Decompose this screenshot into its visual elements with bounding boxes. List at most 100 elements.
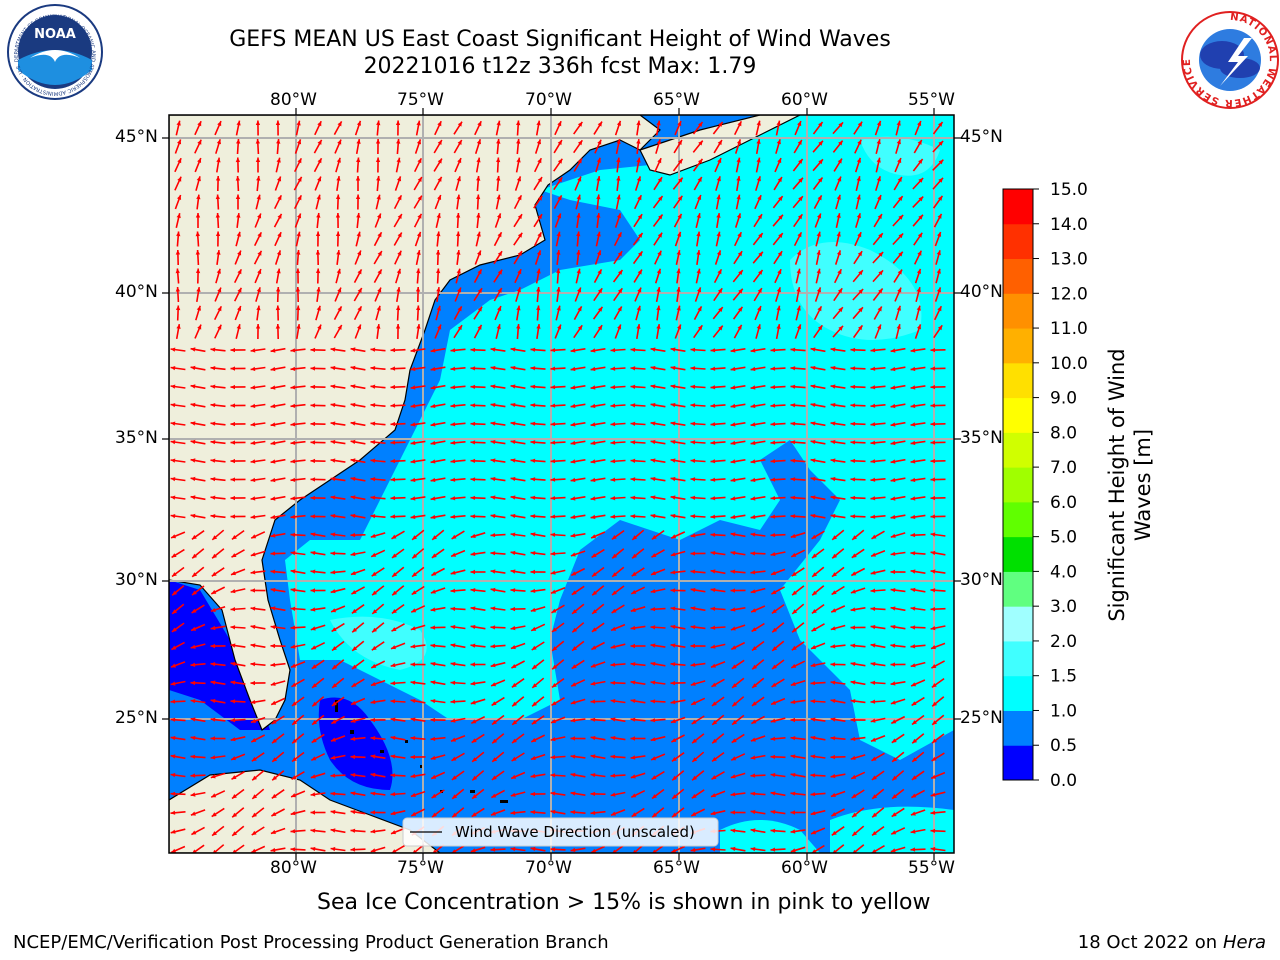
wind-arrow-head [816, 231, 821, 237]
wind-arrow-head [470, 458, 476, 463]
wind-arrow-head [315, 231, 321, 236]
wind-arrow-head [250, 422, 256, 427]
wind-arrow-head [230, 643, 236, 648]
wind-arrow-head [770, 552, 776, 557]
wind-arrow-head [570, 366, 576, 372]
wind-arrow-head [631, 793, 637, 798]
wind-arrow-head [557, 121, 562, 127]
wind-arrow-head [930, 792, 936, 797]
wind-arrow-head [270, 514, 276, 520]
wind-arrow-head [452, 794, 458, 799]
wind-arrow-head [195, 231, 200, 237]
wind-arrow-head [850, 495, 856, 500]
wind-arrow-head [236, 231, 241, 237]
wind-arrow-head [170, 810, 176, 815]
wind-arrow-head [910, 496, 916, 501]
wind-arrow-head [930, 846, 936, 852]
wind-arrow-head [411, 590, 417, 595]
wind-arrow-head [450, 459, 456, 464]
wind-arrow-head [391, 534, 397, 539]
wind-arrow-head [716, 231, 721, 237]
wind-arrow-head [572, 609, 577, 614]
chart-subtitle: 20221016 t12z 336h fcst Max: 1.79 [363, 54, 757, 79]
wind-arrow-head [616, 213, 621, 219]
wind-arrow-head [371, 552, 377, 557]
wind-arrow-head [276, 250, 281, 256]
wind-arrow-head [170, 384, 176, 389]
wind-arrow-head [175, 250, 181, 255]
wind-arrow-head [878, 252, 884, 257]
wind-arrow-head [377, 251, 382, 256]
wind-arrow-head [652, 849, 657, 853]
wind-arrow-head [191, 830, 197, 835]
wind-arrow-head [510, 645, 516, 650]
wind-arrow-head [451, 849, 457, 853]
wind-arrow-head [357, 250, 362, 256]
wind-arrow-head [590, 681, 596, 686]
wind-arrow-head [716, 194, 721, 200]
wind-arrow-head [530, 551, 536, 556]
wind-arrow-head [370, 754, 376, 759]
wind-arrow-head [610, 717, 616, 722]
wind-arrow-head [256, 287, 261, 293]
wind-arrow-head [255, 120, 261, 125]
wind-arrow-head [750, 348, 756, 353]
wind-arrow-head [431, 774, 437, 779]
wind-arrow-head [591, 627, 597, 632]
wind-arrow-head [730, 422, 736, 427]
wind-arrow-head [610, 366, 616, 371]
map-legend: Wind Wave Direction (unscaled) [402, 817, 719, 847]
wind-arrow-head [690, 458, 696, 463]
wind-arrow-head [430, 459, 436, 464]
wind-arrow-head [291, 701, 297, 706]
wind-arrow-head [592, 609, 597, 614]
wind-arrow-head [190, 365, 196, 371]
wind-arrow-head [736, 194, 741, 200]
noaa-logo-text: NOAA [34, 27, 76, 42]
wind-arrow-head [457, 140, 462, 145]
wind-arrow-head [617, 324, 622, 330]
wind-arrow-head [270, 366, 276, 372]
wind-arrow-head [730, 607, 736, 612]
wind-arrow-head [210, 458, 216, 463]
wind-arrow-head [330, 570, 336, 575]
wind-arrow-head [216, 139, 221, 145]
wind-arrow-head [930, 828, 936, 833]
wind-arrow-head [330, 755, 336, 760]
wind-arrow-head [778, 233, 783, 238]
wind-arrow-head [710, 440, 716, 445]
wind-arrow-head [412, 535, 417, 540]
wind-arrow-head [336, 176, 341, 181]
wind-arrow-head [497, 269, 503, 275]
wind-arrow-head [250, 552, 256, 557]
wind-arrow-head [397, 195, 402, 201]
wind-arrow-head [252, 775, 257, 781]
wind-arrow-head [570, 385, 576, 390]
wind-arrow-head [797, 121, 802, 127]
colorbar-segment [1003, 640, 1033, 677]
wind-arrow-head [331, 627, 337, 632]
wind-arrow-head [390, 514, 396, 519]
wind-arrow-head [710, 422, 716, 427]
wind-arrow-head [730, 477, 736, 483]
wind-arrow-head [230, 495, 235, 501]
wind-arrow-head [410, 348, 416, 353]
wind-arrow-head [631, 589, 637, 594]
wind-arrow-head [170, 717, 176, 722]
wind-arrow-head [491, 701, 497, 706]
wind-arrow-head [852, 831, 858, 836]
colorbar-tick-label: 10.0 [1050, 354, 1088, 374]
wind-arrow-head [270, 403, 276, 409]
wind-arrow-head [790, 458, 796, 463]
wind-arrow-head [216, 268, 221, 274]
wind-arrow-head [610, 680, 616, 685]
wind-arrow-head [876, 139, 881, 145]
wind-arrow-head [252, 812, 257, 818]
wind-arrow-head [330, 532, 336, 537]
wind-arrow-head [796, 250, 801, 256]
wind-arrow-head [390, 811, 396, 816]
wind-arrow-head [811, 534, 817, 539]
wind-arrow-head [877, 214, 882, 220]
wind-arrow-head [416, 120, 421, 126]
wind-arrow-head [397, 214, 402, 219]
